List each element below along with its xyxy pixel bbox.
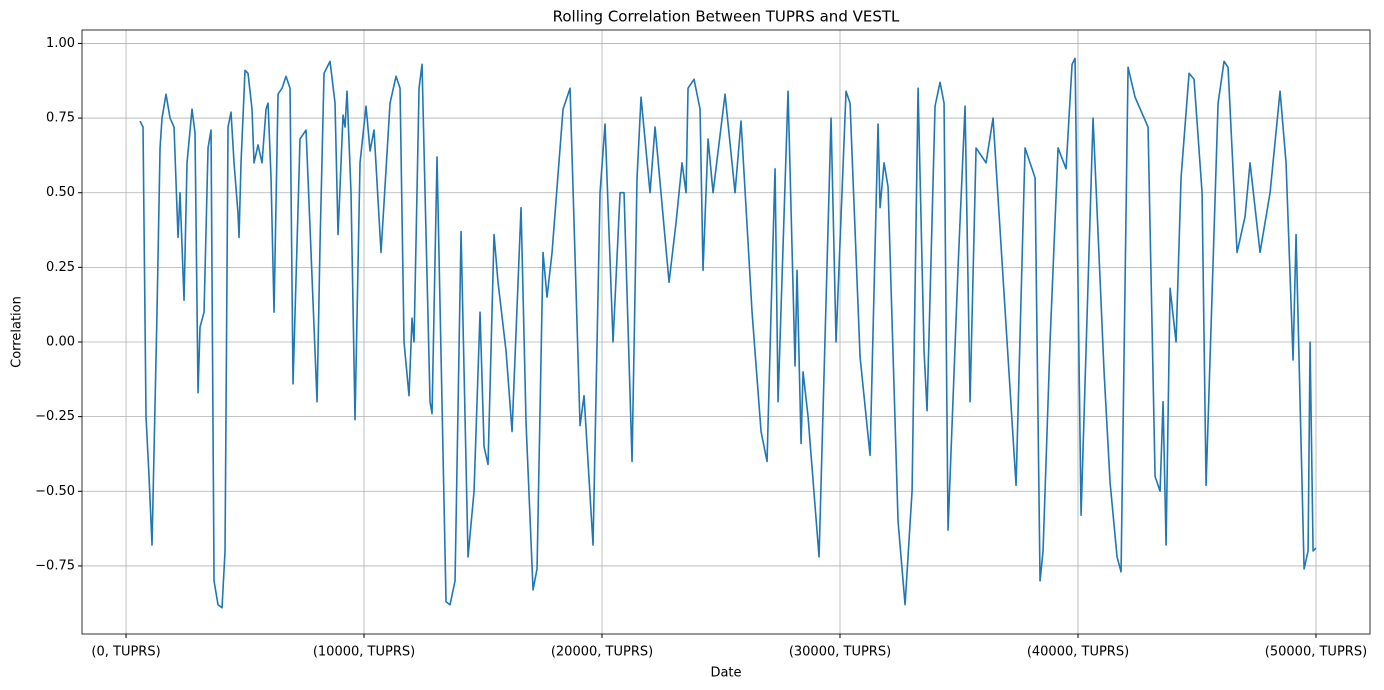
x-tick-label: (10000, TUPRS) <box>313 645 415 660</box>
y-tick-label: −0.75 <box>35 558 75 573</box>
x-tick-label: (20000, TUPRS) <box>551 645 653 660</box>
x-axis-label: Date <box>710 666 741 681</box>
x-tick-label: (50000, TUPRS) <box>1265 645 1367 660</box>
line-series <box>139 57 1317 609</box>
y-tick-label: 0.75 <box>46 111 75 126</box>
x-tick-label: (30000, TUPRS) <box>789 645 891 660</box>
chart-title: Rolling Correlation Between TUPRS and VE… <box>553 8 900 26</box>
y-tick-label: 0.50 <box>46 185 75 200</box>
y-tick-label: 0.25 <box>46 260 75 275</box>
y-tick-label: −0.50 <box>35 484 75 499</box>
plot-frame <box>81 29 1371 635</box>
y-tick-label: −0.25 <box>35 409 75 424</box>
x-tick-label: (40000, TUPRS) <box>1027 645 1129 660</box>
y-tick-label: 1.00 <box>46 36 75 51</box>
y-tick-label: 0.00 <box>46 335 75 350</box>
x-tick-label: (0, TUPRS) <box>91 645 160 660</box>
y-axis-label: Correlation <box>10 296 25 368</box>
